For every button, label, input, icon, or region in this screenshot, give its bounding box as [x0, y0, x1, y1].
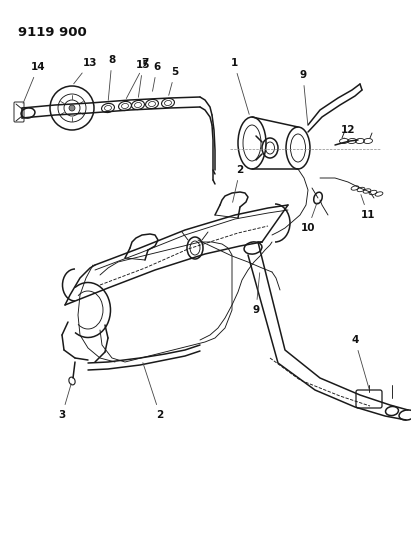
Text: 15: 15: [136, 60, 150, 97]
Text: 8: 8: [108, 55, 115, 100]
Text: 2: 2: [143, 362, 164, 420]
Text: 10: 10: [301, 203, 317, 233]
Text: 9: 9: [252, 273, 260, 315]
Text: 14: 14: [23, 62, 45, 103]
Text: 9: 9: [300, 70, 308, 124]
Text: 3: 3: [58, 384, 71, 420]
Circle shape: [69, 105, 75, 111]
Text: 7: 7: [126, 58, 149, 99]
Text: 4: 4: [351, 335, 369, 389]
Text: 11: 11: [361, 195, 375, 220]
Text: 5: 5: [169, 67, 179, 95]
Text: 2: 2: [233, 165, 244, 203]
Text: 6: 6: [152, 62, 161, 91]
Text: 12: 12: [341, 125, 355, 138]
Text: 9119 900: 9119 900: [18, 26, 87, 39]
Text: 13: 13: [74, 58, 97, 84]
Text: 1: 1: [231, 58, 249, 115]
